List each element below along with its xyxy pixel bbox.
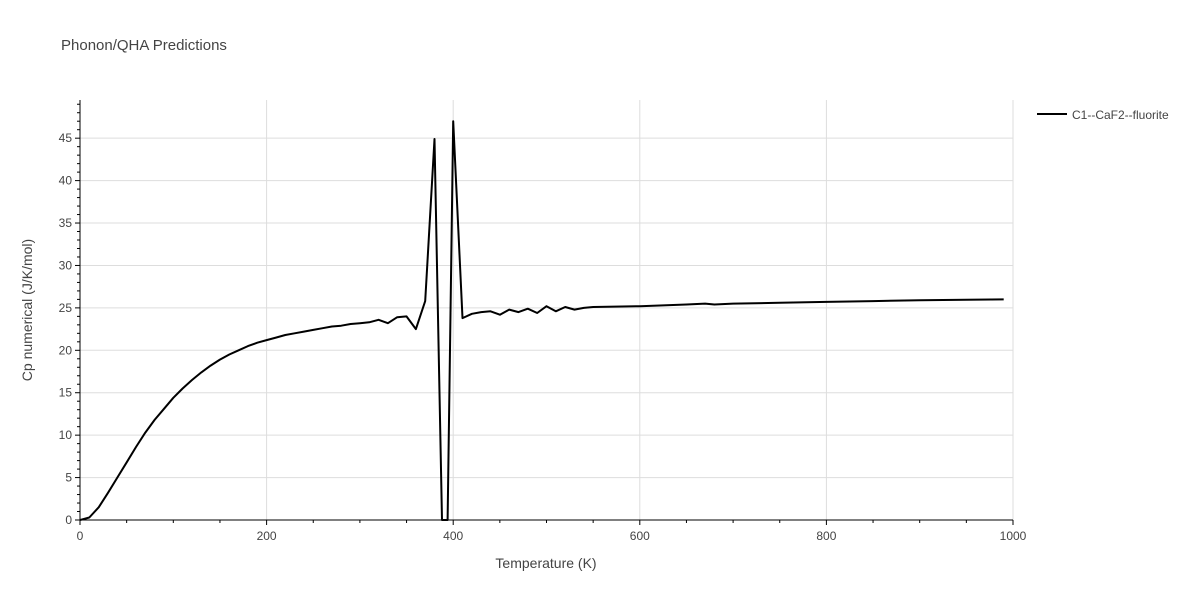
y-axis-title: Cp numerical (J/K/mol) <box>19 239 35 381</box>
x-axis-title: Temperature (K) <box>495 555 596 571</box>
x-tick-label: 1000 <box>1000 529 1027 543</box>
y-tick-label: 25 <box>59 301 73 315</box>
x-tick-label: 600 <box>630 529 650 543</box>
y-tick-label: 40 <box>59 174 73 188</box>
y-tick-label: 5 <box>65 471 72 485</box>
x-tick-label: 400 <box>443 529 463 543</box>
y-tick-label: 15 <box>59 386 73 400</box>
x-tick-label: 200 <box>257 529 277 543</box>
axes: 0 200 400 600 800 1000 0 5 10 15 20 25 30 35 40 45 <box>59 100 1027 543</box>
y-tick-label: 0 <box>65 513 72 527</box>
series-layer <box>80 120 1004 521</box>
y-tick-label: 30 <box>59 258 73 272</box>
y-tick-label: 35 <box>59 216 73 230</box>
x-tick-label: 800 <box>816 529 836 543</box>
chart-title: Phonon/QHA Predictions <box>61 37 227 54</box>
legend[interactable]: C1--CaF2--fluorite <box>1037 108 1169 122</box>
y-tick-label: 20 <box>59 343 73 357</box>
legend-label[interactable]: C1--CaF2--fluorite <box>1072 108 1169 122</box>
y-tick-label: 45 <box>59 131 73 145</box>
series-line[interactable] <box>80 120 1004 521</box>
y-tick-label: 10 <box>59 428 73 442</box>
x-tick-label: 0 <box>77 529 84 543</box>
grid <box>80 100 1014 520</box>
